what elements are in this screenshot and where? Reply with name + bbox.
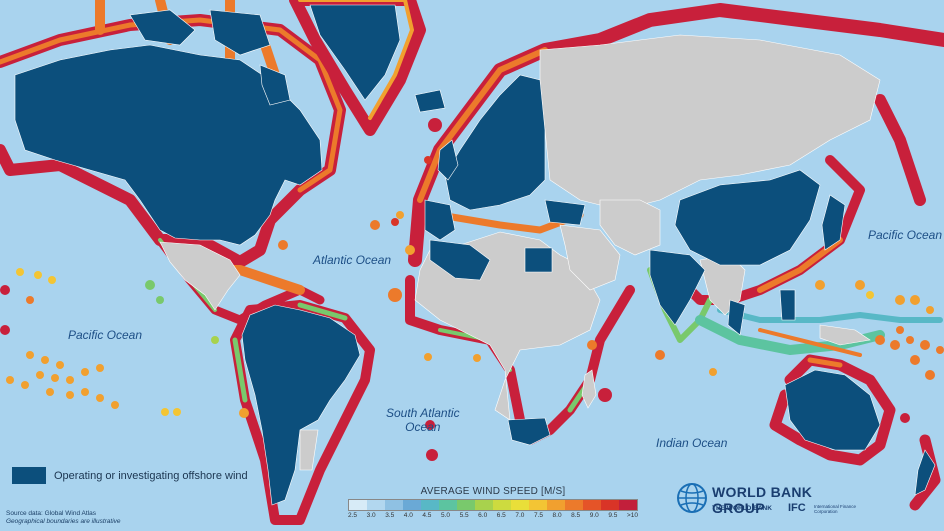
wind-scale-tick: 5.0 [440,512,451,519]
legend-label: Operating or investigating offshore wind [54,469,248,482]
logo-ifc-subtitle: International Finance Corporation [814,504,857,514]
wind-scale-tick: 6.0 [478,512,488,519]
wind-scale-swatch [403,500,421,510]
ocean-label-pacific-west: Pacific Ocean [68,328,143,342]
wind-speed-scale: AVERAGE WIND SPEED [M/S] 2.5 3.0 3.5 4.0 4.5… [348,486,638,519]
logo-ifc: IFC [788,502,806,514]
wind-scale-swatch [511,500,529,510]
legend-swatch [12,467,46,484]
wind-scale-swatch [565,500,583,510]
logo-world-bank: THE WORLD BANK [712,505,772,512]
wind-scale-swatch [619,500,637,510]
ocean-label-pacific-east: Pacific Ocean [868,228,943,242]
ocean-label-atlantic: Atlantic Ocean [313,253,392,267]
source-data-line: Source data: Global Wind Atlas [6,510,96,517]
wind-scale-swatch [529,500,547,510]
source-note: Source data: Global Wind Atlas Geographi… [6,510,121,526]
legend-offshore-wind: Operating or investigating offshore wind [12,467,248,484]
wind-scale-tick: 3.0 [366,512,376,519]
boundaries-disclaimer: Geographical boundaries are illustrative [6,518,121,525]
logo-title: WORLD BANK GROUP [712,484,813,516]
wind-scale-swatch [457,500,475,510]
wind-scale-swatch [475,500,493,510]
wind-scale-tick: 7.0 [515,512,525,519]
wind-scale-swatch [421,500,439,510]
wind-scale-tick: 6.5 [496,512,506,519]
wind-scale-swatch [349,500,367,510]
wind-scale-tick: 9.5 [608,512,618,519]
land-offshore-wind [14,4,936,506]
wind-scale-tick: 7.5 [533,512,543,519]
wind-scale-swatch [385,500,403,510]
ocean-label-indian: Indian Ocean [656,436,728,450]
wind-scale-colorbar [348,499,638,511]
wind-scale-tick: 5.5 [459,512,469,519]
wind-scale-tick: 8.5 [571,512,581,519]
wind-scale-title: AVERAGE WIND SPEED [M/S] [420,486,566,497]
wind-scale-swatch [439,500,457,510]
wind-scale-ticks: 2.5 3.0 3.5 4.0 4.5 5.0 5.5 6.0 6.5 7.0 7.5 8.0 8.5 9… [348,512,638,519]
world-bank-group-logo: WORLD BANK GROUP THE WORLD BANK IFC Inte… [676,482,866,527]
wind-scale-tick: 2.5 [348,512,358,519]
wind-scale-tick: 4.5 [422,512,432,519]
ocean-label-south-atlantic: South Atlantic Ocean [386,406,460,434]
wind-scale-swatch [493,500,511,510]
wind-scale-tick: >10 [626,512,638,519]
wind-scale-swatch [547,500,565,510]
wind-scale-swatch [601,500,619,510]
wind-scale-tick: 3.5 [385,512,395,519]
wind-scale-tick: 9.0 [589,512,599,519]
wind-scale-swatch [367,500,385,510]
wind-scale-swatch [583,500,601,510]
globe-icon [677,483,707,513]
wind-scale-tick: 8.0 [552,512,562,519]
wind-scale-tick: 4.0 [403,512,413,519]
